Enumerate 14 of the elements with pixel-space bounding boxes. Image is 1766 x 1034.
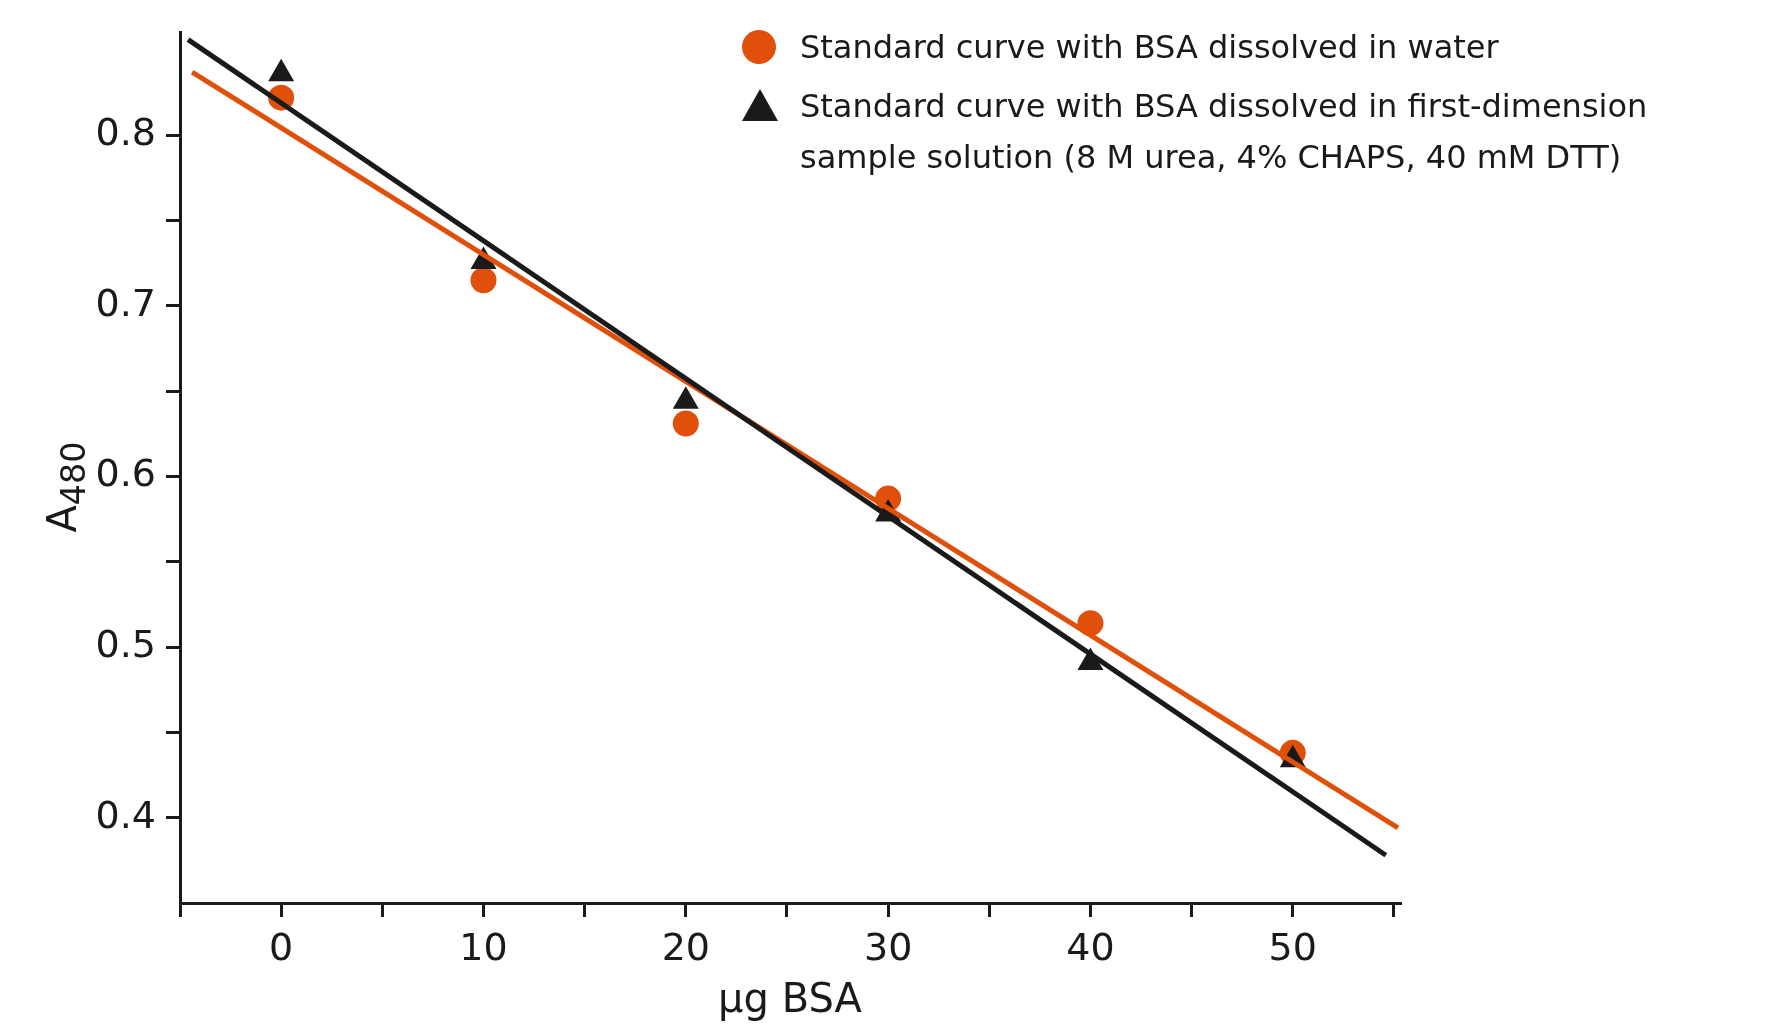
x-axis-title: µg BSA bbox=[717, 975, 863, 1021]
x-tick-label: 30 bbox=[863, 924, 913, 969]
y-tick-label: 0.7 bbox=[95, 280, 156, 325]
legend-label: Standard curve with BSA dissolved in water bbox=[800, 27, 1499, 68]
y-tick-label: 0.4 bbox=[95, 792, 156, 837]
x-tick-label: 20 bbox=[661, 924, 710, 969]
x-tick-label: 0 bbox=[269, 924, 294, 969]
y-tick-label: 0.6 bbox=[95, 451, 156, 496]
x-tick-label: 10 bbox=[459, 924, 508, 969]
y-tick-label: 0.8 bbox=[95, 110, 156, 155]
y-tick-label: 0.5 bbox=[95, 621, 156, 666]
x-tick-label: 50 bbox=[1268, 924, 1317, 969]
x-tick-label: 40 bbox=[1066, 924, 1115, 969]
legend-label: Standard curve with BSA dissolved in first-dimension sample solution (8 M urea, 4% CHAPS, 40 mM DTT) bbox=[800, 86, 1649, 179]
